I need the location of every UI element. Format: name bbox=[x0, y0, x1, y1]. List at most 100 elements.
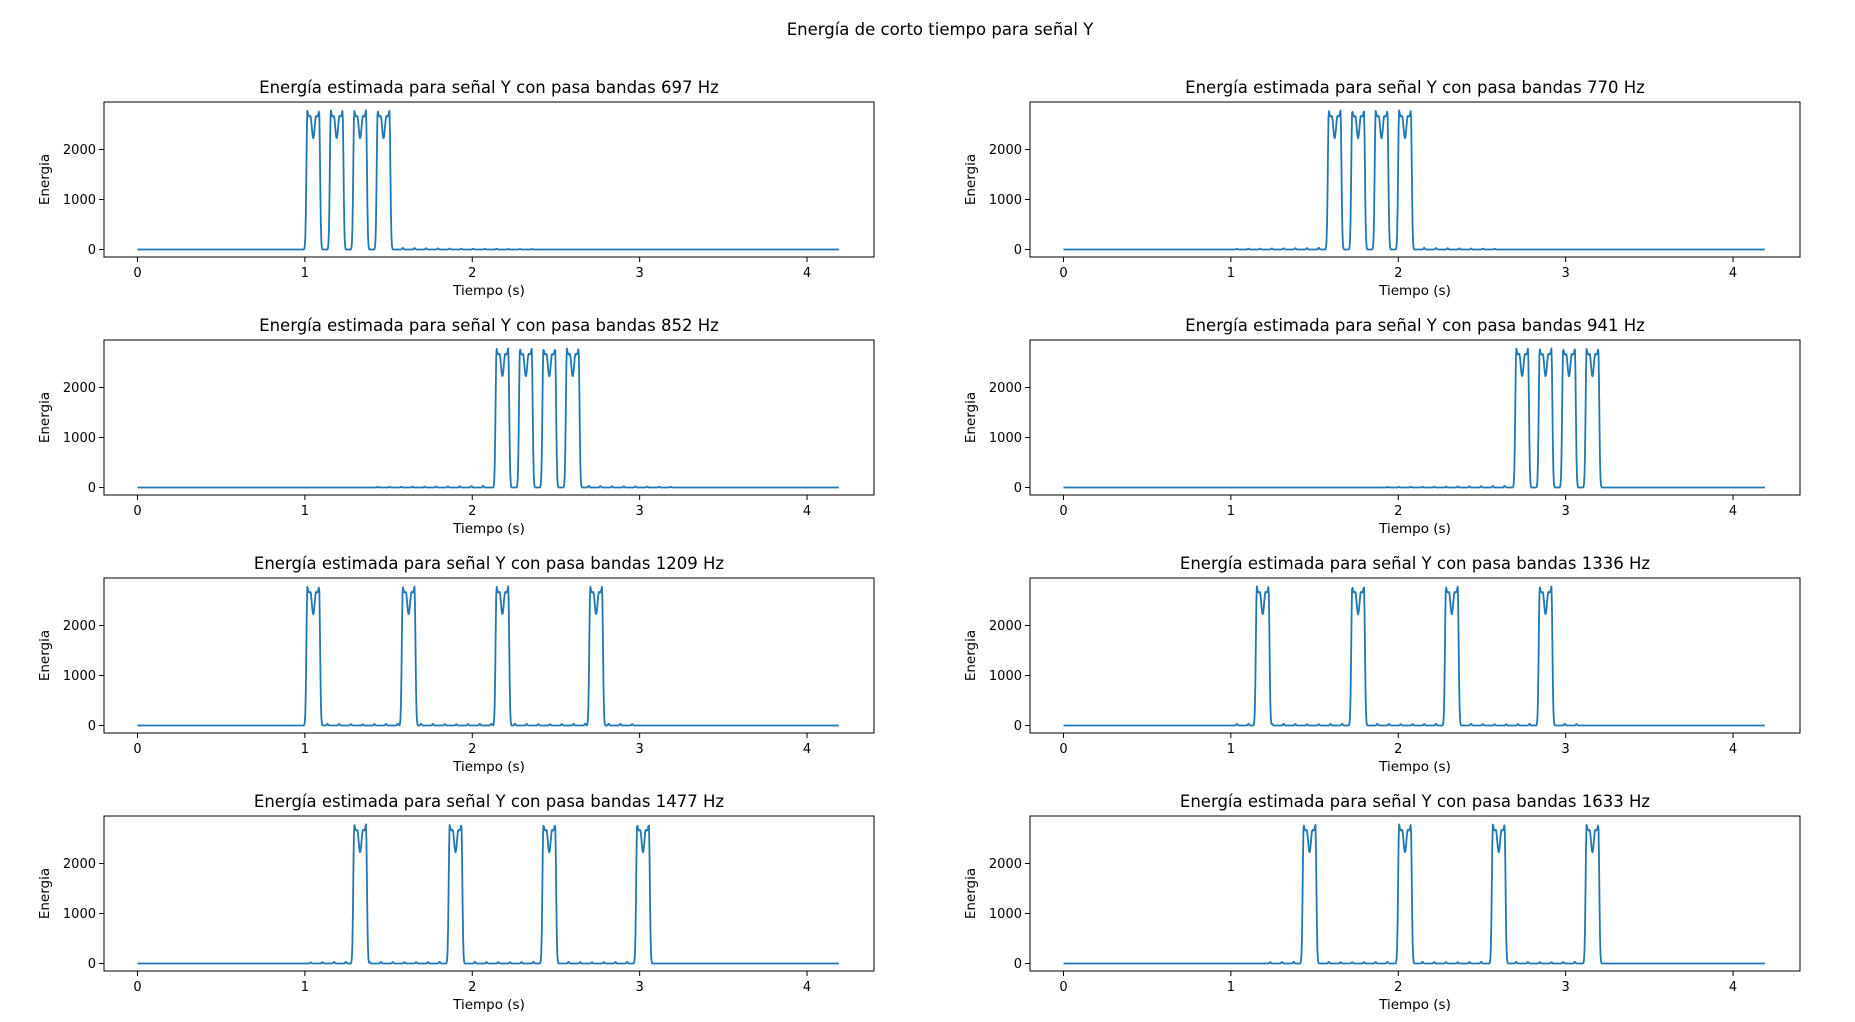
x-tick-label: 2 bbox=[468, 742, 476, 757]
subplot-8: Energía estimada para señal Y con pasa b… bbox=[963, 792, 1801, 1013]
y-tick-label: 2000 bbox=[63, 857, 96, 872]
subplot-title: Energía estimada para señal Y con pasa b… bbox=[1185, 316, 1645, 335]
x-tick-label: 3 bbox=[1562, 266, 1570, 281]
y-axis-label: Energia bbox=[37, 630, 53, 681]
x-tick-label: 2 bbox=[1394, 980, 1402, 995]
subplot-title: Energía estimada para señal Y con pasa b… bbox=[254, 792, 724, 811]
figure-suptitle: Energía de corto tiempo para señal Y bbox=[787, 20, 1095, 39]
y-axis-label: Energia bbox=[37, 154, 53, 205]
y-tick-label: 0 bbox=[1014, 719, 1022, 734]
x-tick-label: 4 bbox=[803, 504, 811, 519]
subplot-title: Energía estimada para señal Y con pasa b… bbox=[1180, 554, 1650, 573]
y-tick-label: 2000 bbox=[989, 857, 1022, 872]
y-tick-label: 0 bbox=[88, 957, 96, 972]
x-tick-label: 1 bbox=[301, 266, 309, 281]
y-tick-label: 2000 bbox=[989, 381, 1022, 396]
subplot-3: Energía estimada para señal Y con pasa b… bbox=[37, 316, 875, 537]
y-axis-label: Energia bbox=[37, 392, 53, 443]
axes-frame bbox=[1029, 815, 1801, 972]
y-tick-label: 2000 bbox=[989, 143, 1022, 158]
y-tick-label: 2000 bbox=[989, 619, 1022, 634]
y-tick-label: 2000 bbox=[63, 619, 96, 634]
x-tick-label: 3 bbox=[636, 742, 644, 757]
x-tick-label: 2 bbox=[1394, 742, 1402, 757]
x-tick-label: 4 bbox=[1729, 504, 1737, 519]
subplot-1: Energía estimada para señal Y con pasa b… bbox=[37, 78, 875, 299]
x-tick-label: 0 bbox=[133, 266, 141, 281]
y-tick-label: 1000 bbox=[63, 907, 96, 922]
subplot-title: Energía estimada para señal Y con pasa b… bbox=[259, 78, 719, 97]
x-axis-label: Tiempo (s) bbox=[452, 521, 525, 537]
axes-frame bbox=[103, 101, 875, 258]
x-tick-label: 2 bbox=[1394, 504, 1402, 519]
x-tick-label: 4 bbox=[803, 980, 811, 995]
y-tick-label: 0 bbox=[1014, 243, 1022, 258]
x-tick-label: 3 bbox=[1562, 504, 1570, 519]
x-tick-label: 0 bbox=[133, 742, 141, 757]
x-tick-label: 4 bbox=[803, 266, 811, 281]
x-tick-label: 1 bbox=[1227, 980, 1235, 995]
subplot-2: Energía estimada para señal Y con pasa b… bbox=[963, 78, 1801, 299]
subplot-5: Energía estimada para señal Y con pasa b… bbox=[37, 554, 875, 775]
x-tick-label: 4 bbox=[1729, 266, 1737, 281]
y-tick-label: 1000 bbox=[63, 431, 96, 446]
energy-series-line bbox=[137, 347, 840, 489]
energy-series-line bbox=[1063, 823, 1766, 965]
x-tick-label: 0 bbox=[133, 980, 141, 995]
axes-frame bbox=[1029, 577, 1801, 734]
x-tick-label: 0 bbox=[1059, 742, 1067, 757]
x-axis-label: Tiempo (s) bbox=[452, 997, 525, 1013]
subplot-title: Energía estimada para señal Y con pasa b… bbox=[259, 316, 719, 335]
x-tick-label: 3 bbox=[1562, 980, 1570, 995]
x-tick-label: 1 bbox=[1227, 742, 1235, 757]
energy-series-line bbox=[1063, 585, 1766, 727]
y-tick-label: 1000 bbox=[989, 669, 1022, 684]
axes-frame bbox=[103, 339, 875, 496]
x-tick-label: 4 bbox=[1729, 980, 1737, 995]
y-tick-label: 1000 bbox=[63, 669, 96, 684]
y-tick-label: 1000 bbox=[989, 431, 1022, 446]
x-tick-label: 2 bbox=[1394, 266, 1402, 281]
x-tick-label: 1 bbox=[1227, 266, 1235, 281]
x-tick-label: 0 bbox=[1059, 266, 1067, 281]
y-axis-label: Energia bbox=[963, 868, 979, 919]
y-tick-label: 0 bbox=[88, 719, 96, 734]
subplot-7: Energía estimada para señal Y con pasa b… bbox=[37, 792, 875, 1013]
y-axis-label: Energia bbox=[963, 154, 979, 205]
x-tick-label: 2 bbox=[468, 504, 476, 519]
energy-series-line bbox=[1063, 347, 1766, 489]
x-tick-label: 2 bbox=[468, 980, 476, 995]
axes-frame bbox=[1029, 339, 1801, 496]
subplot-grid: Energía estimada para señal Y con pasa b… bbox=[37, 78, 1801, 1013]
axes-frame bbox=[1029, 101, 1801, 258]
x-tick-label: 4 bbox=[1729, 742, 1737, 757]
x-axis-label: Tiempo (s) bbox=[1378, 997, 1451, 1013]
subplot-title: Energía estimada para señal Y con pasa b… bbox=[1180, 792, 1650, 811]
x-axis-label: Tiempo (s) bbox=[1378, 521, 1451, 537]
x-tick-label: 1 bbox=[1227, 504, 1235, 519]
y-tick-label: 0 bbox=[1014, 957, 1022, 972]
x-tick-label: 1 bbox=[301, 980, 309, 995]
x-axis-label: Tiempo (s) bbox=[452, 759, 525, 775]
x-tick-label: 3 bbox=[1562, 742, 1570, 757]
y-tick-label: 1000 bbox=[989, 907, 1022, 922]
x-tick-label: 2 bbox=[468, 266, 476, 281]
y-axis-label: Energia bbox=[963, 392, 979, 443]
subplot-title: Energía estimada para señal Y con pasa b… bbox=[1185, 78, 1645, 97]
y-tick-label: 2000 bbox=[63, 381, 96, 396]
x-tick-label: 0 bbox=[1059, 504, 1067, 519]
x-axis-label: Tiempo (s) bbox=[1378, 283, 1451, 299]
x-tick-label: 3 bbox=[636, 980, 644, 995]
subplot-4: Energía estimada para señal Y con pasa b… bbox=[963, 316, 1801, 537]
x-tick-label: 4 bbox=[803, 742, 811, 757]
x-axis-label: Tiempo (s) bbox=[1378, 759, 1451, 775]
energy-series-line bbox=[137, 109, 840, 251]
subplot-6: Energía estimada para señal Y con pasa b… bbox=[963, 554, 1801, 775]
x-tick-label: 0 bbox=[1059, 980, 1067, 995]
y-tick-label: 0 bbox=[88, 243, 96, 258]
y-tick-label: 1000 bbox=[989, 193, 1022, 208]
x-tick-label: 0 bbox=[133, 504, 141, 519]
y-tick-label: 0 bbox=[1014, 481, 1022, 496]
x-tick-label: 3 bbox=[636, 504, 644, 519]
